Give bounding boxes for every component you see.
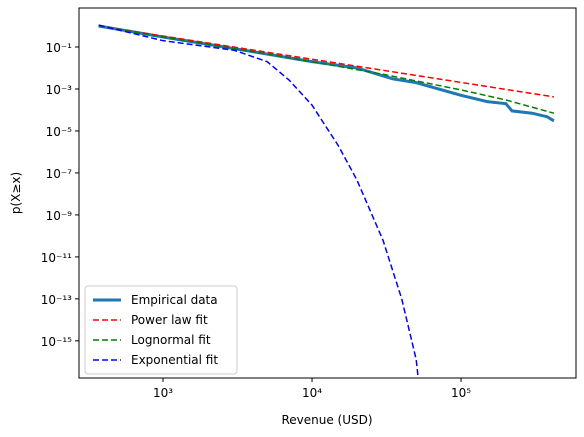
y-tick-label: 10⁻⁵ — [46, 125, 73, 139]
x-tick-label: 10⁵ — [451, 386, 471, 400]
legend-label: Lognormal fit — [131, 333, 211, 347]
y-tick-label: 10⁻¹¹ — [41, 251, 72, 265]
x-axis-label: Revenue (USD) — [281, 413, 372, 427]
line-series — [98, 24, 555, 123]
legend-label: Exponential fit — [131, 353, 218, 367]
x-tick-label: 10⁴ — [302, 386, 322, 400]
axes-frame — [78, 7, 577, 379]
x-tick-label: 10³ — [153, 386, 173, 400]
y-tick-label: 10⁻¹⁵ — [41, 335, 72, 349]
y-axis-label: p(X≥x) — [9, 172, 23, 214]
y-tick-label: 10⁻⁹ — [46, 209, 73, 223]
y-tick-label: 10⁻³ — [46, 83, 73, 97]
line-series — [98, 25, 555, 114]
y-tick-label: 10⁻¹³ — [41, 293, 72, 307]
legend-box — [84, 285, 238, 375]
legend-label: Empirical data — [131, 293, 218, 307]
legend-label: Power law fit — [131, 313, 208, 327]
y-tick-label: 10⁻¹ — [46, 41, 73, 55]
line-series — [98, 24, 419, 378]
plot-area — [98, 24, 555, 378]
y-tick-label: 10⁻⁷ — [46, 167, 73, 181]
line-series — [98, 25, 555, 98]
